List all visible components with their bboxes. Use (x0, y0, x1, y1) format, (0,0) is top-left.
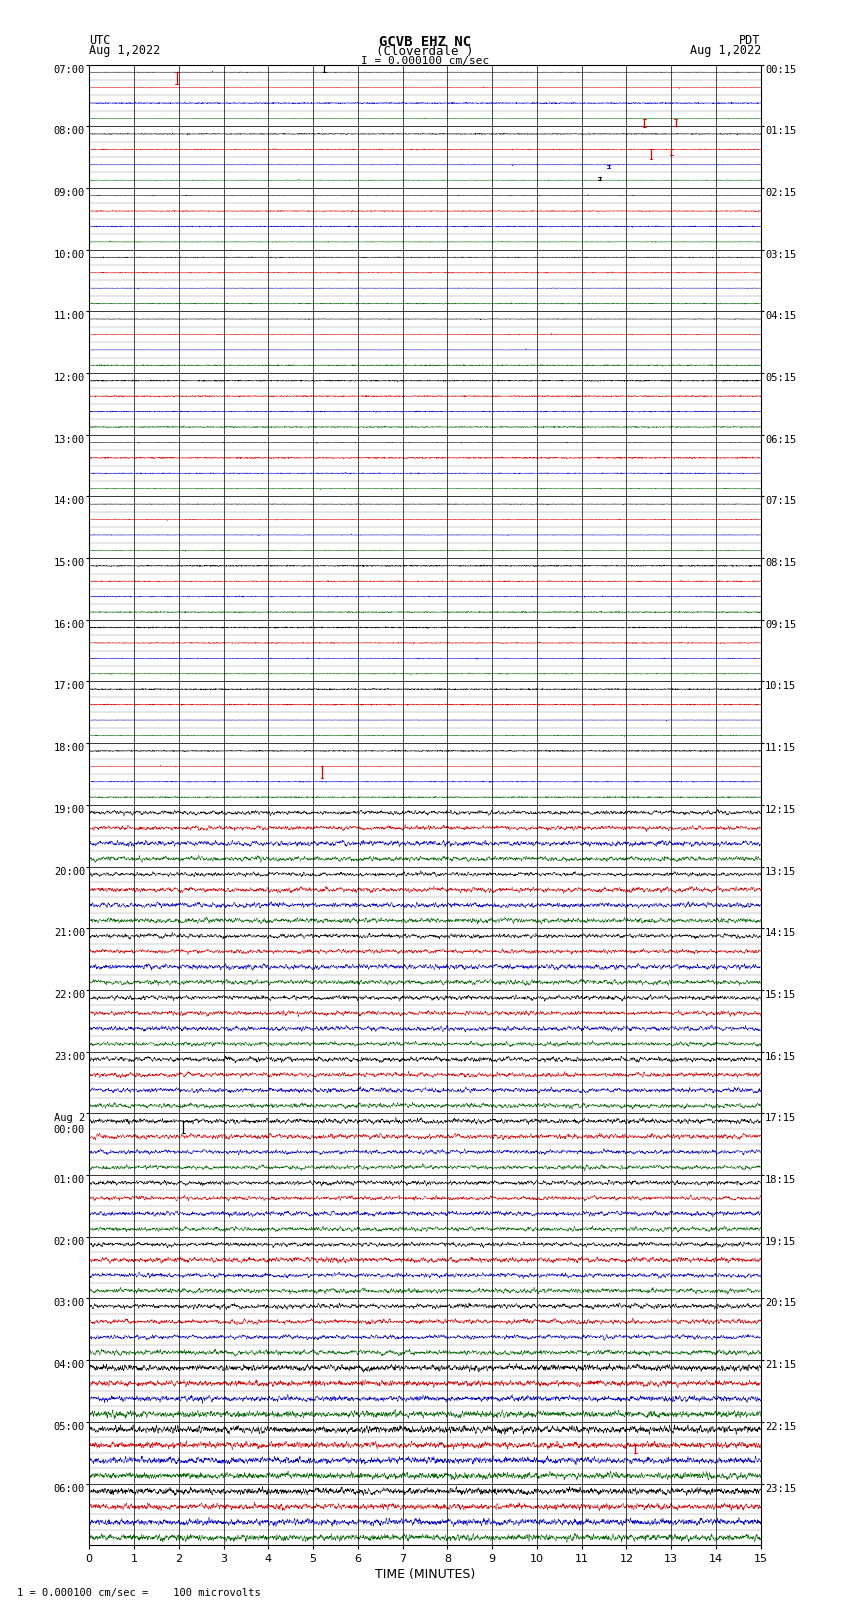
Text: Aug 1,2022: Aug 1,2022 (89, 44, 161, 58)
Text: PDT: PDT (740, 34, 761, 47)
Text: I = 0.000100 cm/sec: I = 0.000100 cm/sec (361, 56, 489, 66)
X-axis label: TIME (MINUTES): TIME (MINUTES) (375, 1568, 475, 1581)
Text: UTC: UTC (89, 34, 110, 47)
Text: Aug 1,2022: Aug 1,2022 (689, 44, 761, 58)
Text: GCVB EHZ NC: GCVB EHZ NC (379, 35, 471, 48)
Text: (Cloverdale ): (Cloverdale ) (377, 45, 473, 58)
Text: 1 = 0.000100 cm/sec =    100 microvolts: 1 = 0.000100 cm/sec = 100 microvolts (17, 1589, 261, 1598)
